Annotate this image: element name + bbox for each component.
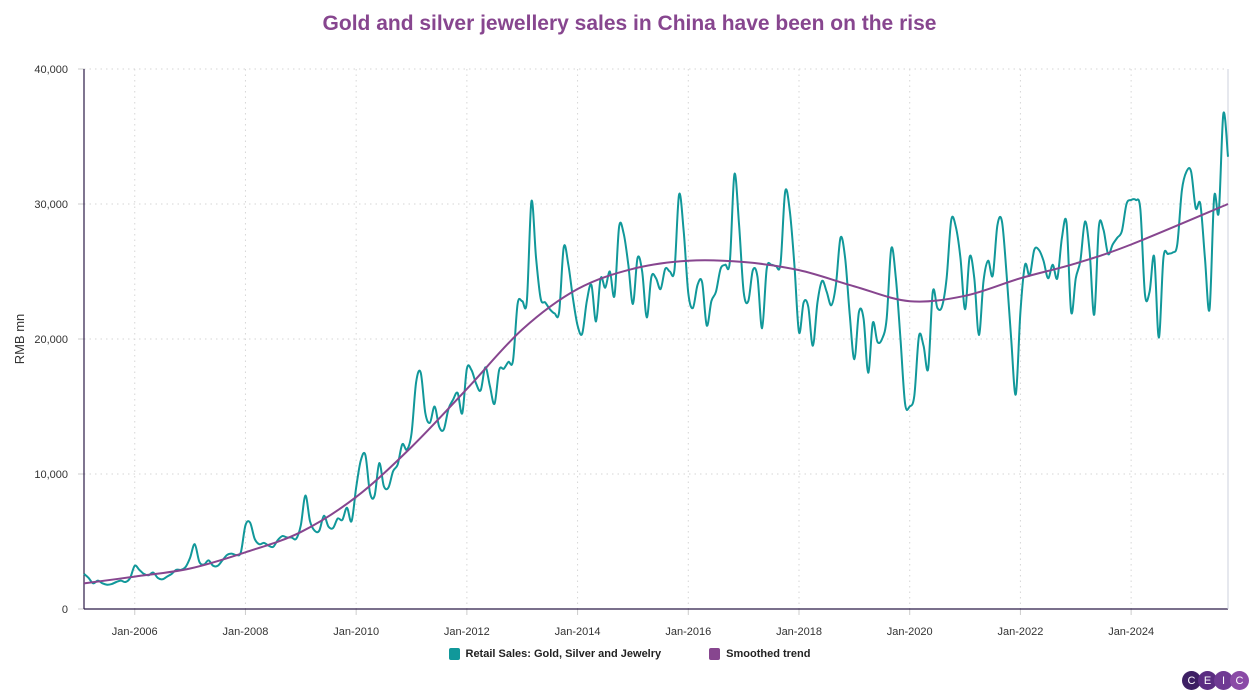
x-tick-label: Jan-2010 [333,626,379,638]
x-tick-label: Jan-2012 [444,626,490,638]
series-layer [83,111,1229,586]
x-tick-label: Jan-2016 [665,626,711,638]
y-tick-label: 30,000 [34,199,68,211]
y-tick-label: 40,000 [34,64,68,76]
x-tick-label: Jan-2020 [887,626,933,638]
y-tick-label: 20,000 [34,334,68,346]
logo-letter: C [1230,671,1249,690]
x-tick-label: Jan-2024 [1108,626,1154,638]
logo-letter: C [1182,671,1201,690]
y-axis-label: RMB mn [12,314,27,365]
chart-title: Gold and silver jewellery sales in China… [322,12,937,35]
legend-label: Retail Sales: Gold, Silver and Jewelry [465,648,662,660]
grid [84,68,1228,609]
legend-item-retail-sales[interactable]: Retail Sales: Gold, Silver and Jewelry [448,648,662,660]
logo-letter: E [1198,671,1217,690]
legend: Retail Sales: Gold, Silver and Jewelry S… [0,648,1259,660]
legend-swatch-purple [709,648,721,660]
x-tick-label: Jan-2022 [997,626,1043,638]
x-tick-label: Jan-2014 [555,626,601,638]
axes: 0 10,000 20,000 30,000 40,000 Jan-2006 Jan-200… [34,64,1229,638]
x-tick-label: Jan-2008 [223,626,269,638]
legend-label: Smoothed trend [726,648,811,660]
logo-letter: I [1214,671,1233,690]
series-line-retail-sales [83,111,1229,586]
legend-item-smoothed-trend[interactable]: Smoothed trend [709,648,810,660]
y-tick-label: 10,000 [34,469,68,481]
y-tick-label: 0 [62,604,68,616]
series-line-smoothed-trend [83,203,1229,585]
x-tick-label: Jan-2006 [112,626,158,638]
x-tick-label: Jan-2018 [776,626,822,638]
legend-swatch-teal [448,648,460,660]
